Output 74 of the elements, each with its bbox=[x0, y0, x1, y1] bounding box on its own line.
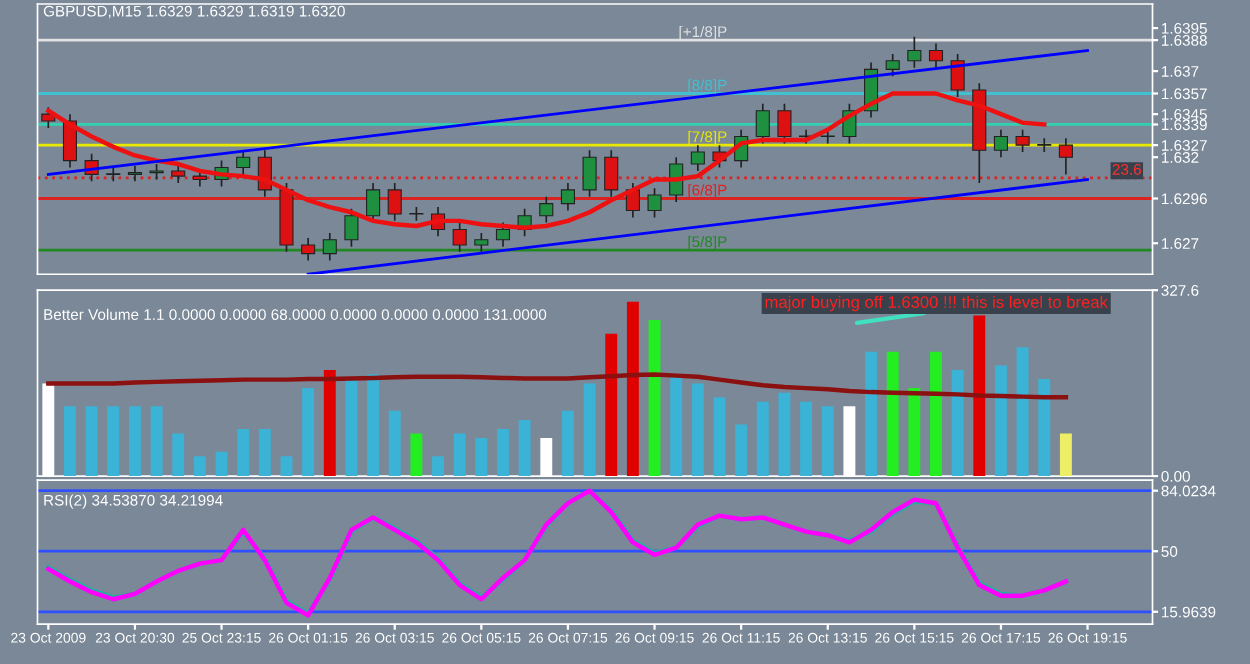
bar bbox=[172, 433, 185, 477]
bar bbox=[280, 456, 293, 477]
bar bbox=[107, 406, 120, 477]
bar bbox=[951, 369, 964, 477]
candlestick bbox=[474, 232, 489, 253]
bar bbox=[64, 406, 76, 477]
bar bbox=[626, 301, 639, 477]
bar bbox=[475, 438, 488, 477]
candlestick bbox=[106, 166, 121, 183]
bar bbox=[345, 379, 358, 477]
bar bbox=[605, 333, 618, 477]
bar bbox=[128, 406, 141, 477]
candlestick bbox=[582, 149, 597, 198]
bar bbox=[258, 428, 271, 477]
candlestick bbox=[907, 35, 922, 69]
candlestick bbox=[495, 221, 511, 248]
candlestick bbox=[452, 221, 467, 253]
candlestick bbox=[236, 149, 251, 176]
candlestick bbox=[344, 207, 359, 248]
bar bbox=[388, 410, 401, 477]
candlestick bbox=[604, 149, 619, 198]
bar bbox=[583, 383, 596, 477]
candlestick bbox=[171, 163, 186, 184]
bar bbox=[735, 424, 748, 477]
annotation: major buying off 1.6300 !!! this is level to break bbox=[765, 295, 1108, 312]
candlestick bbox=[539, 195, 554, 224]
bar bbox=[193, 456, 206, 477]
bar bbox=[432, 456, 444, 477]
bar bbox=[323, 369, 336, 477]
bar bbox=[821, 406, 834, 477]
line-series bbox=[46, 372, 1069, 400]
bar bbox=[518, 419, 531, 477]
bar bbox=[713, 397, 726, 477]
candlestick bbox=[647, 187, 662, 219]
bar bbox=[85, 406, 98, 477]
bar bbox=[215, 451, 228, 477]
bar bbox=[865, 351, 877, 477]
bar bbox=[691, 383, 704, 477]
candlestick bbox=[690, 144, 705, 172]
candlestick bbox=[127, 164, 142, 183]
bar bbox=[410, 433, 423, 477]
bar bbox=[800, 401, 813, 477]
candlestick bbox=[755, 102, 770, 145]
candlestick bbox=[387, 182, 402, 222]
bar bbox=[973, 315, 986, 477]
bar bbox=[561, 410, 574, 477]
bar bbox=[497, 428, 509, 477]
candlestick bbox=[366, 182, 381, 224]
bar bbox=[150, 406, 163, 477]
candlestick bbox=[1058, 137, 1073, 176]
candlestick bbox=[301, 237, 316, 262]
bar bbox=[1059, 433, 1072, 477]
bar bbox=[237, 428, 250, 477]
bar bbox=[1038, 379, 1051, 477]
bar bbox=[930, 351, 942, 477]
candlestick bbox=[950, 53, 965, 98]
candlestick bbox=[777, 102, 792, 145]
bar bbox=[756, 401, 769, 477]
bar bbox=[886, 351, 899, 477]
candlestick bbox=[560, 182, 575, 212]
bar bbox=[908, 388, 921, 477]
bar bbox=[453, 433, 466, 477]
candlestick bbox=[1015, 128, 1030, 153]
bar bbox=[302, 388, 315, 477]
bar bbox=[367, 374, 380, 477]
candlestick bbox=[885, 53, 900, 78]
bar bbox=[1016, 347, 1029, 477]
bar bbox=[994, 365, 1007, 477]
bar bbox=[778, 392, 791, 477]
candlestick bbox=[322, 232, 337, 262]
bar bbox=[670, 374, 683, 477]
candlestick bbox=[993, 128, 1008, 159]
candlestick bbox=[928, 42, 944, 69]
candlestick bbox=[1037, 137, 1052, 153]
